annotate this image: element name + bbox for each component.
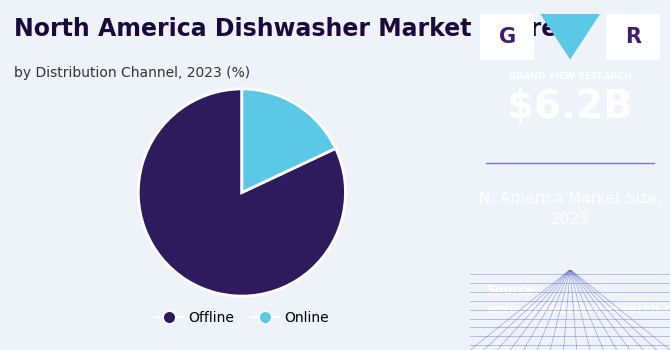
Wedge shape <box>138 89 346 296</box>
Text: $6.2B: $6.2B <box>507 88 633 126</box>
Text: Source:
www.grandviewresearch.com: Source: www.grandviewresearch.com <box>486 284 670 315</box>
Text: N. America Market Size,
2023: N. America Market Size, 2023 <box>478 191 662 227</box>
Wedge shape <box>242 89 336 192</box>
Text: R: R <box>625 27 641 47</box>
Text: North America Dishwasher Market Share: North America Dishwasher Market Share <box>14 18 557 42</box>
FancyBboxPatch shape <box>480 14 534 60</box>
Text: G: G <box>498 27 516 47</box>
Polygon shape <box>540 14 600 60</box>
Text: by Distribution Channel, 2023 (%): by Distribution Channel, 2023 (%) <box>14 66 250 80</box>
Text: GRAND VIEW RESEARCH: GRAND VIEW RESEARCH <box>509 72 632 81</box>
Legend: Offline, Online: Offline, Online <box>149 306 334 331</box>
FancyBboxPatch shape <box>606 14 660 60</box>
